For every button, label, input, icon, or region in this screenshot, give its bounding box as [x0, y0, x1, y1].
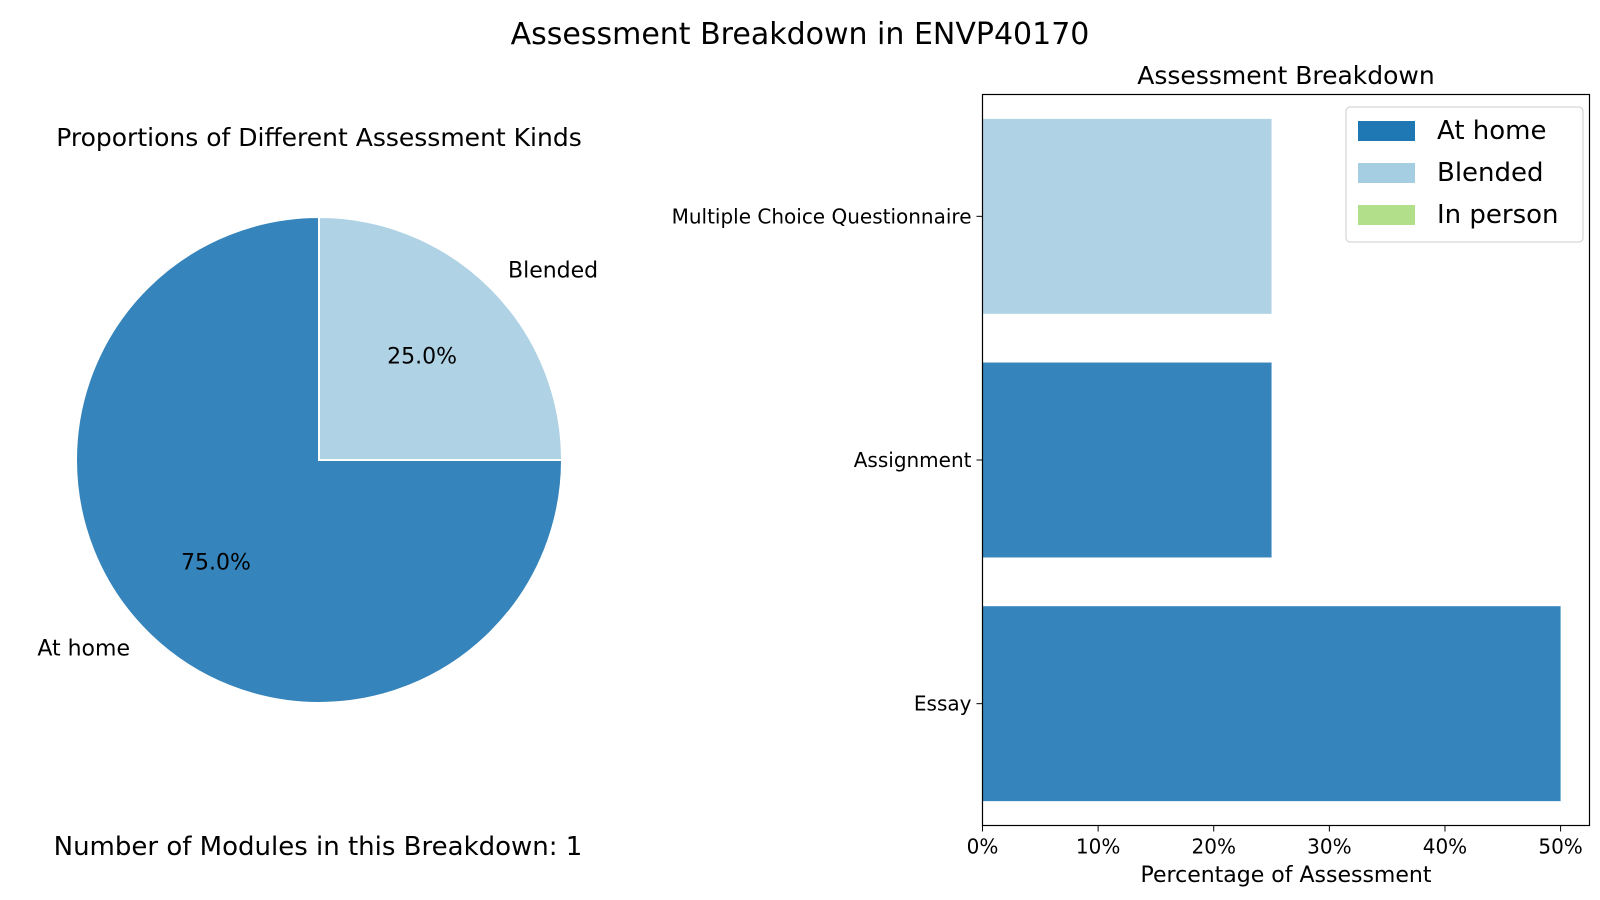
legend-swatch-at-home	[1358, 121, 1415, 141]
y-tick-label-assignment: Assignment	[854, 448, 972, 472]
legend-label-in-person: In person	[1437, 200, 1559, 230]
x-tick-label: 20%	[1192, 835, 1236, 859]
x-axis-label: Percentage of Assessment	[1141, 863, 1432, 888]
figure-title: Assessment Breakdown in ENVP40170	[511, 17, 1090, 52]
legend-swatch-in-person	[1358, 205, 1415, 225]
pie-chart: Proportions of Different Assessment Kind…	[37, 123, 598, 862]
legend-label-at-home: At home	[1437, 116, 1547, 146]
x-tick-label: 10%	[1076, 835, 1120, 859]
pie-slices	[75, 215, 564, 704]
x-tick-label: 40%	[1423, 835, 1467, 859]
bar-chart: Assessment Breakdown Multiple Choice Que…	[672, 61, 1591, 888]
legend: At home Blended In person	[1345, 106, 1584, 243]
x-tick-label: 0%	[967, 835, 999, 859]
pie-pct-blended: 25.0%	[387, 344, 457, 369]
pie-label-at-home: At home	[37, 637, 130, 662]
bar-assignment	[982, 362, 1272, 558]
y-tick-label-multiple-choice-questionnaire: Multiple Choice Questionnaire	[672, 204, 972, 228]
legend-label-blended: Blended	[1437, 158, 1544, 188]
y-axis-ticks: Multiple Choice Questionnaire Assignment E…	[672, 204, 983, 716]
y-tick-label-essay: Essay	[914, 692, 972, 716]
pie-labels: At home 75.0% Blended 25.0%	[37, 258, 598, 661]
module-count-note: Number of Modules in this Breakdown: 1	[54, 832, 583, 862]
x-tick-label: 50%	[1538, 835, 1582, 859]
bar-multiple-choice-questionnaire	[982, 118, 1272, 314]
legend-swatch-blended	[1358, 163, 1415, 183]
pie-title: Proportions of Different Assessment Kind…	[56, 123, 582, 152]
pie-slice-blended	[318, 215, 564, 461]
pie-pct-at-home: 75.0%	[181, 551, 251, 576]
bar-essay	[982, 606, 1561, 802]
bar-chart-title: Assessment Breakdown	[1137, 61, 1434, 90]
x-tick-label: 30%	[1307, 835, 1351, 859]
x-axis-ticks: 0% 10% 20% 30% 40% 50%	[967, 825, 1583, 859]
bars	[982, 118, 1561, 802]
pie-slice-at-home	[75, 215, 564, 704]
pie-label-blended: Blended	[508, 258, 598, 283]
